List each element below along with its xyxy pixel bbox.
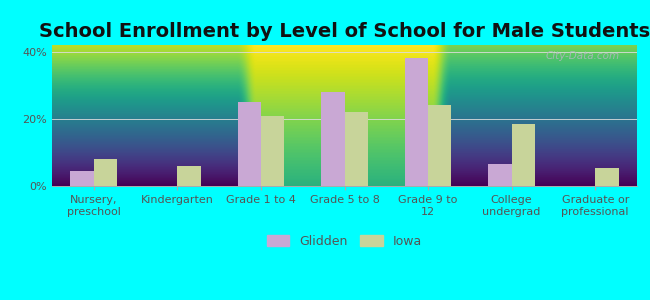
Bar — [70, 171, 94, 186]
Bar — [405, 58, 428, 186]
Bar — [512, 124, 535, 186]
Text: City-Data.com: City-Data.com — [545, 51, 619, 61]
Bar — [237, 102, 261, 186]
Bar — [488, 164, 512, 186]
Bar — [428, 105, 452, 186]
Bar — [177, 166, 201, 186]
Bar — [595, 167, 619, 186]
Bar — [344, 112, 368, 186]
Bar — [261, 116, 284, 186]
Bar — [321, 92, 345, 186]
Bar — [94, 159, 117, 186]
Legend: Glidden, Iowa: Glidden, Iowa — [262, 230, 427, 253]
Title: School Enrollment by Level of School for Male Students: School Enrollment by Level of School for… — [39, 22, 650, 41]
